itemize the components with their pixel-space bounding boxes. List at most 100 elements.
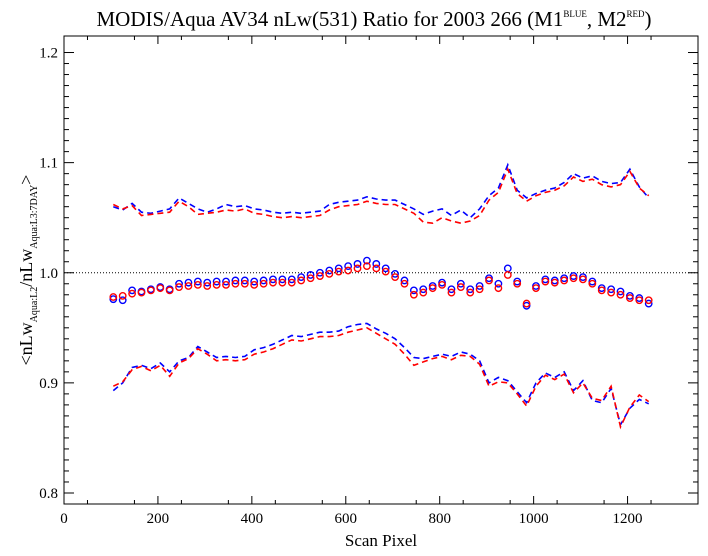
data-point-m1: [344, 262, 353, 271]
data-point-m2: [156, 284, 165, 293]
data-point-m1: [287, 275, 296, 284]
data-point-m2: [193, 280, 202, 289]
data-point-m2: [165, 286, 174, 295]
x-tick-label: 0: [60, 511, 68, 527]
data-point-m2: [475, 285, 484, 294]
data-point-m1: [466, 285, 475, 294]
data-point-m2: [325, 269, 334, 278]
data-point-m2: [344, 266, 353, 275]
data-point-m1: [616, 287, 625, 296]
y-tick-label: 1.0: [39, 266, 58, 282]
data-point-m1: [306, 271, 315, 279]
data-point-m2: [569, 274, 578, 283]
data-point-m1: [456, 279, 465, 288]
series-line-m2-lower: [112, 326, 650, 430]
data-point-m2: [532, 284, 540, 293]
data-point-m1: [250, 277, 259, 286]
series-layer: [109, 162, 653, 430]
x-tick-label: 200: [147, 511, 170, 527]
data-point-m1: [184, 278, 193, 287]
y-tick-label: 0.9: [39, 376, 58, 392]
data-point-m2: [278, 278, 287, 287]
data-point-m2: [513, 279, 522, 288]
data-point-m1: [240, 276, 249, 285]
data-point-m1: [269, 275, 277, 284]
series-line-m2-upper: [112, 167, 650, 225]
data-point-m1: [193, 277, 202, 286]
data-point-m2: [231, 279, 240, 288]
data-point-m1: [644, 299, 653, 308]
y-tick-label: 1.1: [39, 156, 58, 172]
data-point-m2: [259, 279, 268, 288]
data-point-m2: [503, 271, 512, 279]
x-tick-label: 800: [428, 511, 451, 527]
data-point-m2: [306, 274, 315, 283]
data-point-m1: [409, 286, 418, 295]
data-point-m1: [475, 282, 484, 290]
ylabel-mid: /nLw: [16, 249, 36, 287]
data-point-m1: [363, 256, 371, 265]
data-point-m1: [419, 285, 428, 294]
data-point-m2: [456, 283, 465, 291]
data-point-m2: [269, 278, 277, 287]
data-point-m1: [297, 273, 306, 282]
data-point-m2: [109, 293, 118, 301]
data-point-m2: [128, 289, 136, 298]
data-point-m1: [128, 286, 136, 295]
data-point-m2: [212, 280, 221, 289]
y-tick-label: 0.8: [39, 486, 58, 502]
data-point-m1: [118, 296, 127, 305]
data-point-m2: [203, 282, 212, 290]
data-point-m2: [137, 288, 146, 297]
data-point-m1: [259, 276, 268, 285]
ylabel-pre: <nLw: [16, 322, 36, 365]
data-point-m1: [381, 264, 390, 273]
data-point-m2: [447, 288, 456, 297]
data-point-m2: [541, 277, 550, 286]
data-point-m2: [381, 267, 390, 276]
series-line-m1-lower: [112, 322, 650, 427]
data-point-m2: [372, 264, 381, 273]
ylabel-sub1: Aqua:L2: [29, 287, 40, 323]
x-axis-label: Scan Pixel: [345, 531, 418, 550]
title-end: ): [645, 7, 652, 31]
data-point-m2: [428, 284, 437, 293]
series-line-m1-upper: [113, 162, 650, 219]
data-point-m2: [579, 275, 587, 284]
data-point-m1: [607, 285, 616, 294]
x-tick-label: 1000: [519, 511, 549, 527]
data-point-m1: [316, 268, 324, 277]
data-point-m2: [297, 276, 306, 285]
data-point-m2: [316, 272, 324, 280]
ylabel-sub2: Aqua:L3:7DAY: [29, 185, 40, 249]
chart-title: MODIS/Aqua AV34 nLw(531) Ratio for 2003 …: [96, 7, 651, 31]
data-point-m2: [588, 279, 597, 288]
data-point-m2: [363, 262, 371, 271]
data-point-m2: [353, 264, 362, 273]
data-point-m1: [231, 276, 240, 285]
data-point-m2: [644, 296, 653, 305]
data-point-m2: [597, 286, 606, 295]
data-point-m2: [607, 288, 616, 297]
title-main: MODIS/Aqua AV34 nLw(531) Ratio for 2003 …: [96, 7, 563, 31]
data-point-m2: [550, 278, 559, 287]
data-point-m2: [616, 290, 625, 299]
data-point-m1: [503, 264, 512, 273]
data-point-m2: [391, 273, 399, 282]
data-point-m2: [466, 288, 475, 297]
data-point-m2: [626, 294, 634, 302]
data-point-m2: [250, 280, 259, 289]
data-point-m1: [203, 278, 212, 287]
data-point-m1: [400, 276, 409, 285]
data-point-m1: [391, 269, 399, 278]
data-point-m2: [146, 286, 155, 295]
data-point-m1: [494, 279, 503, 288]
data-point-m2: [334, 267, 343, 276]
data-point-m2: [222, 280, 230, 289]
title-sup-red: RED: [627, 9, 646, 19]
title-mid: , M2: [587, 7, 627, 31]
data-point-m1: [175, 279, 183, 288]
data-point-m2: [438, 280, 446, 289]
x-tick-label: 1200: [613, 511, 643, 527]
